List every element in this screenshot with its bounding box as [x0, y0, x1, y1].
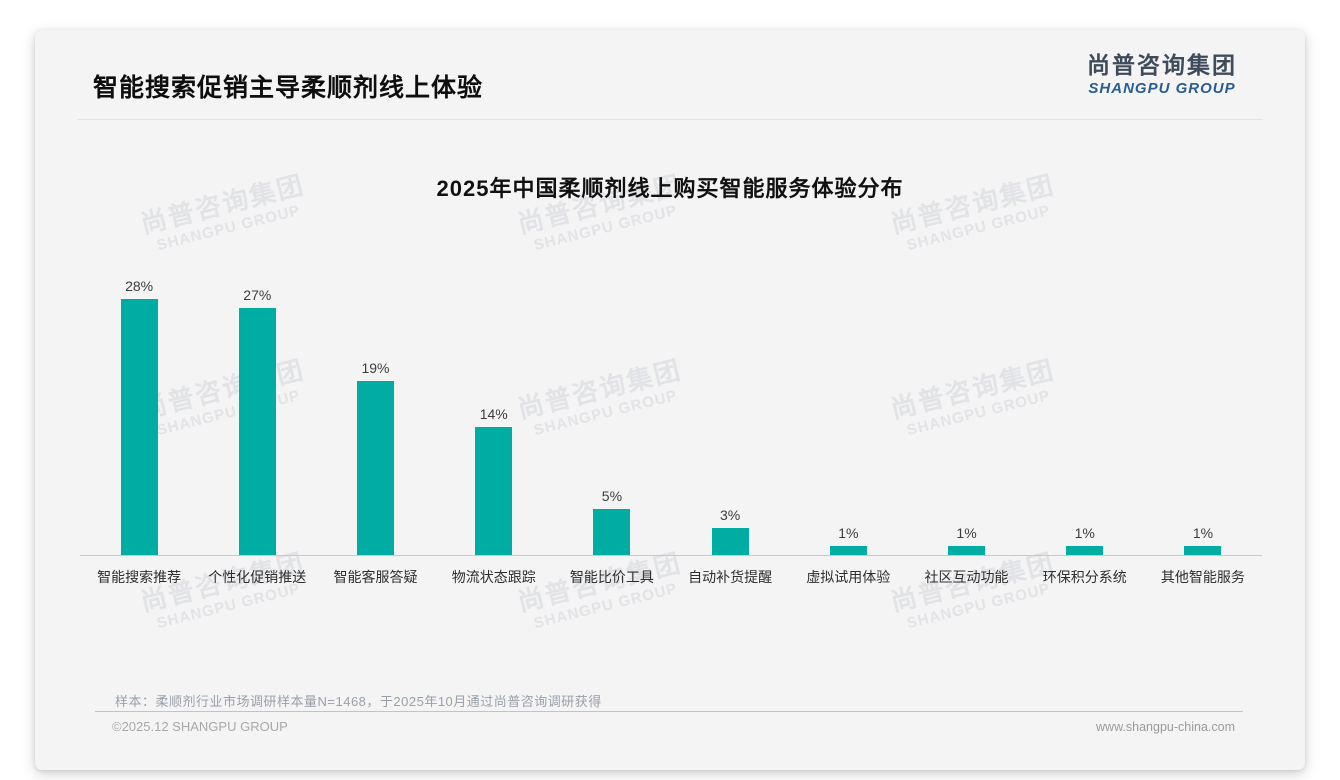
- bar-value-label: 1%: [956, 524, 977, 541]
- bar: [1184, 545, 1222, 555]
- bar: [1066, 545, 1104, 555]
- bar: [475, 426, 513, 555]
- category-label: 个性化促销推送: [208, 569, 307, 585]
- footer-copyright: ©2025.12 SHANGPU GROUP: [112, 719, 288, 734]
- shangpu-logo: 尚普咨询集团 SHANGPU GROUP: [1087, 52, 1237, 97]
- bar-column: 1%: [789, 266, 907, 555]
- bar-value-label: 28%: [125, 277, 154, 294]
- bar: [238, 307, 276, 555]
- bar-column: 19%: [316, 266, 434, 555]
- category-label: 虚拟试用体验: [806, 569, 891, 585]
- bar-value-label: 1%: [1192, 524, 1214, 541]
- bar-value-label: 1%: [1074, 524, 1095, 541]
- watermark-en-text: SHANGPU GROUP: [532, 201, 680, 255]
- bar: [120, 298, 158, 555]
- category-label: 其他智能服务: [1160, 569, 1245, 585]
- category-label: 社区互动功能: [924, 569, 1009, 585]
- bar-column: 14%: [435, 266, 553, 555]
- footer-divider: [95, 711, 1243, 712]
- category-row: 智能搜索推荐 个性化促销推送 智能客服答疑 物流状态跟踪 智能比价工具 自动补货提醒 虚拟试…: [80, 567, 1262, 587]
- bar-plot: 28% 27% 19% 14% 5% 3% 1% 1% 1% 1%: [80, 266, 1262, 556]
- bar-value-label: 19%: [361, 360, 390, 377]
- bar-value-label: 3%: [720, 506, 741, 523]
- page-title: 智能搜索促销主导柔顺剂线上体验: [93, 74, 484, 102]
- bar: [357, 381, 394, 555]
- category-label: 智能比价工具: [569, 569, 654, 585]
- watermark-en-text: SHANGPU GROUP: [155, 201, 303, 255]
- bar: [711, 527, 749, 555]
- sample-note: 样本：柔顺剂行业市场调研样本量N=1468，于2025年10月通过尚普咨询调研获…: [115, 694, 602, 709]
- bar-column: 1%: [1026, 266, 1144, 555]
- chart-title: 2025年中国柔顺剂线上购买智能服务体验分布: [436, 176, 904, 201]
- category-label: 自动补货提醒: [688, 569, 773, 585]
- bar: [593, 509, 631, 555]
- footer-website: www.shangpu-china.com: [1096, 720, 1235, 734]
- bar: [829, 545, 867, 555]
- category-label: 智能搜索推荐: [97, 569, 182, 585]
- logo-en-text: SHANGPU GROUP: [1088, 79, 1236, 97]
- watermark: 尚普咨询集团 SHANGPU GROUP: [127, 546, 323, 638]
- category-label: 环保积分系统: [1042, 569, 1127, 585]
- category-label: 智能客服答疑: [333, 569, 418, 585]
- bar-column: 5%: [553, 266, 671, 555]
- bar-column: 28%: [80, 266, 198, 555]
- bar-value-label: 1%: [838, 524, 859, 541]
- bar-value-label: 14%: [479, 405, 508, 422]
- logo-cn-text: 尚普咨询集团: [1087, 52, 1237, 78]
- watermark: 尚普咨询集团 SHANGPU GROUP: [504, 546, 700, 638]
- bar-column: 27%: [198, 266, 316, 555]
- bar-column: 1%: [907, 266, 1025, 555]
- bar: [948, 545, 986, 555]
- watermark-en-text: SHANGPU GROUP: [905, 201, 1053, 255]
- bar-column: 1%: [1144, 266, 1262, 555]
- header-divider: [77, 119, 1263, 120]
- bar-value-label: 27%: [243, 286, 272, 303]
- bar-value-label: 5%: [601, 488, 623, 505]
- category-label: 物流状态跟踪: [451, 569, 536, 585]
- slide-card: 尚普咨询集团 SHANGPU GROUP 尚普咨询集团 SHANGPU GROU…: [35, 30, 1305, 770]
- bar-column: 3%: [671, 266, 789, 555]
- watermark: 尚普咨询集团 SHANGPU GROUP: [877, 546, 1073, 638]
